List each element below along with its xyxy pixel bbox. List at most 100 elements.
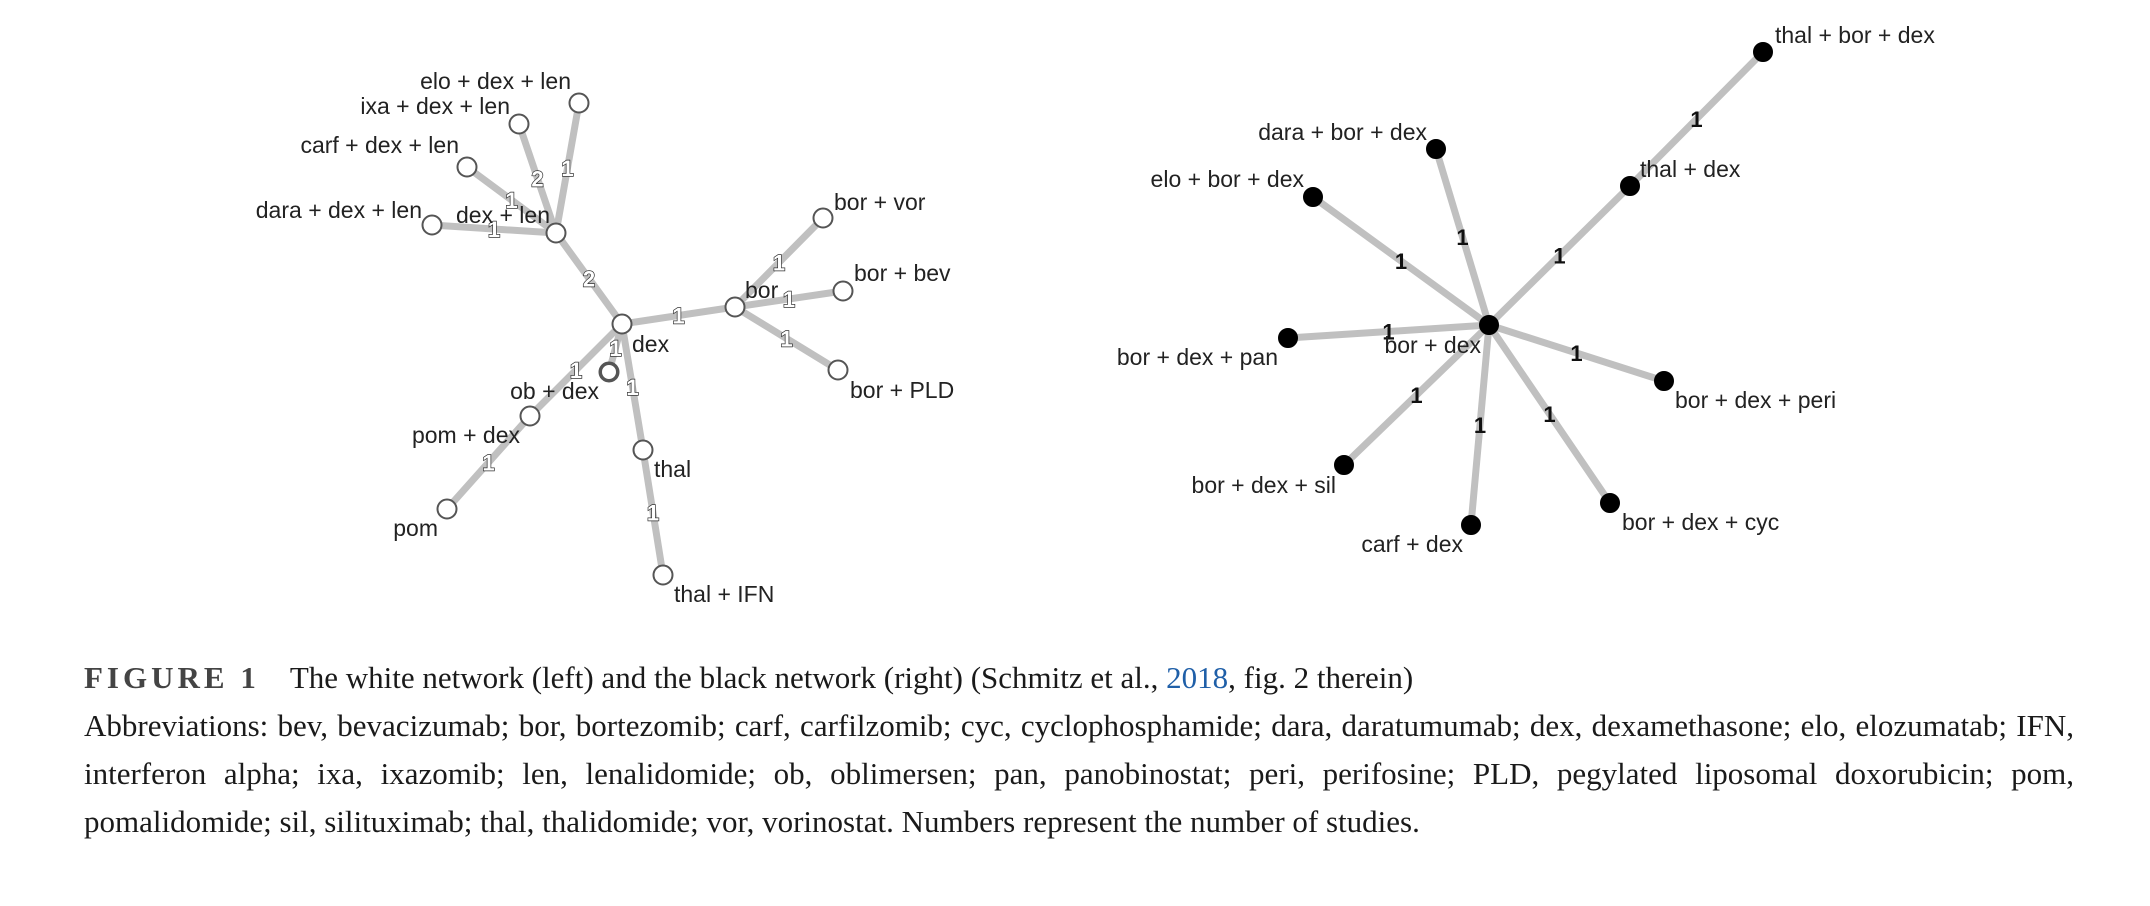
white-node-label-thal: thal <box>654 456 691 482</box>
white-node-bor-plus-pld <box>827 359 849 381</box>
white-edge-dex-to-pom-plus-dex <box>526 320 626 420</box>
black-edge-thal-plus-dex-to-thal-plus-bor-plus-dex <box>1626 48 1767 190</box>
white-edge-study-count: 1 <box>505 188 517 213</box>
white-edge-study-count: 2 <box>531 167 543 192</box>
white-edge-dex-plus-len-to-elo-plus-dex-plus-len <box>552 99 583 237</box>
white-edge-study-count: 1 <box>570 358 582 383</box>
black-node-label-bor-plus-dex-plus-pan: bor + dex + pan <box>1117 344 1278 370</box>
white-node-label-dex: dex <box>632 331 670 357</box>
white-node-thal <box>632 439 654 461</box>
black-node-bor-plus-dex-plus-sil <box>1334 455 1354 475</box>
white-node-dex-plus-len <box>545 222 567 244</box>
white-node-label-bor-plus-vor: bor + vor <box>834 189 926 215</box>
white-node-label-dara-plus-dex-plus-len: dara + dex + len <box>256 197 422 223</box>
white-node-dara-plus-dex-plus-len <box>421 214 443 236</box>
black-node-label-dara-plus-bor-plus-dex: dara + bor + dex <box>1258 119 1427 145</box>
black-node-label-thal-plus-bor-plus-dex: thal + bor + dex <box>1775 22 1935 48</box>
white-node-label-pom-plus-dex: pom + dex <box>412 422 521 448</box>
black-edge-study-count: 1 <box>1456 225 1468 250</box>
black-edge-study-count: 1 <box>1543 402 1555 427</box>
white-node-label-ob-plus-dex: ob + dex <box>510 378 599 404</box>
white-edge-study-count: 1 <box>561 156 573 181</box>
white-node-elo-plus-dex-plus-len <box>568 92 590 114</box>
white-edge-dex-plus-len-to-ixa-plus-dex-plus-len <box>515 120 560 237</box>
white-node-bor <box>724 296 746 318</box>
white-node-carf-plus-dex-plus-len <box>456 156 478 178</box>
white-edge-dex-to-thal <box>618 320 647 454</box>
black-edge-study-count: 1 <box>1395 249 1407 274</box>
white-node-pom <box>436 498 458 520</box>
white-node-label-carf-plus-dex-plus-len: carf + dex + len <box>300 132 459 158</box>
black-node-label-bor-plus-dex-plus-sil: bor + dex + sil <box>1192 472 1336 498</box>
black-node-bor-plus-dex-plus-peri <box>1654 371 1674 391</box>
white-node-pom-plus-dex <box>519 405 541 427</box>
black-node-label-bor-plus-dex-plus-cyc: bor + dex + cyc <box>1622 509 1779 535</box>
black-edge-study-count: 1 <box>1382 320 1394 345</box>
white-edge-study-count: 1 <box>783 287 795 312</box>
white-edge-study-count: 1 <box>609 336 621 361</box>
white-edge-study-count: 1 <box>780 327 792 352</box>
white-edge-pom-plus-dex-to-pom <box>443 412 534 513</box>
white-edge-bor-to-bor-plus-bev <box>731 287 847 311</box>
caption-abbreviations: Abbreviations: bev, bevacizumab; bor, bo… <box>84 708 2074 839</box>
black-node-label-bor-plus-dex: bor + dex <box>1384 332 1481 358</box>
white-node-label-thal-plus-ifn: thal + IFN <box>674 581 774 607</box>
white-edge-dex-to-bor <box>618 303 739 328</box>
reference-year-link[interactable]: 2018 <box>1166 660 1229 695</box>
white-node-ixa-plus-dex-plus-len <box>508 113 530 135</box>
black-edge-study-count: 1 <box>1570 341 1582 366</box>
black-edge-bor-plus-dex-to-bor-plus-dex-plus-sil <box>1340 321 1493 469</box>
black-node-thal-plus-bor-plus-dex <box>1753 42 1773 62</box>
white-edge-dex-plus-len-to-dara-plus-dex-plus-len <box>428 221 560 237</box>
figure-label: FIGURE 1 <box>84 660 260 695</box>
black-node-label-carf-plus-dex: carf + dex <box>1361 531 1463 557</box>
white-edge-dex-plus-len-to-carf-plus-dex-plus-len <box>463 163 560 237</box>
black-node-elo-plus-bor-plus-dex <box>1303 187 1323 207</box>
black-node-dara-plus-bor-plus-dex <box>1426 139 1446 159</box>
black-edge-study-count: 1 <box>1553 244 1565 269</box>
black-edge-study-count: 1 <box>1410 383 1422 408</box>
white-edge-study-count: 1 <box>482 451 494 476</box>
black-node-label-thal-plus-dex: thal + dex <box>1640 156 1741 182</box>
white-node-bor-plus-bev <box>832 280 854 302</box>
black-node-bor-plus-dex-plus-cyc <box>1600 493 1620 513</box>
white-node-thal-plus-ifn <box>652 564 674 586</box>
white-node-label-bor-plus-bev: bor + bev <box>854 260 951 286</box>
white-node-bor-plus-vor <box>812 207 834 229</box>
black-node-bor-plus-dex-plus-pan <box>1278 328 1298 348</box>
black-edge-study-count: 1 <box>1690 107 1702 132</box>
black-edge-study-count: 1 <box>1474 413 1486 438</box>
white-node-label-ixa-plus-dex-plus-len: ixa + dex + len <box>360 93 510 119</box>
black-edge-bor-plus-dex-to-carf-plus-dex <box>1467 321 1493 529</box>
black-node-bor-plus-dex <box>1479 315 1499 335</box>
black-edge-bor-plus-dex-to-bor-plus-dex-plus-peri <box>1485 321 1668 385</box>
white-node-dex <box>611 313 633 335</box>
black-edge-bor-plus-dex-to-dara-plus-bor-plus-dex <box>1432 145 1493 329</box>
white-node-label-elo-plus-dex-plus-len: elo + dex + len <box>420 68 571 94</box>
black-edge-bor-plus-dex-to-bor-plus-dex-plus-cyc <box>1485 321 1614 507</box>
figure-caption: FIGURE 1 The white network (left) and the… <box>84 656 2074 846</box>
white-node-label-pom: pom <box>393 515 438 541</box>
black-edge-bor-plus-dex-to-elo-plus-bor-plus-dex <box>1309 193 1493 329</box>
white-edge-dex-to-dex-plus-len <box>552 229 626 328</box>
caption-title-line: FIGURE 1 The white network (left) and the… <box>84 656 2074 700</box>
white-edge-study-count: 1 <box>773 251 785 276</box>
white-edge-bor-to-bor-plus-pld <box>731 303 842 374</box>
white-edge-study-count: 1 <box>672 304 684 329</box>
white-edge-study-count: 1 <box>626 375 638 400</box>
black-edge-bor-plus-dex-to-bor-plus-dex-plus-pan <box>1284 321 1493 342</box>
white-edge-thal-to-thal-plus-ifn <box>639 446 667 579</box>
white-node-label-bor-plus-pld: bor + PLD <box>850 377 954 403</box>
caption-title-text: The white network (left) and the black n… <box>289 660 1167 695</box>
black-node-carf-plus-dex <box>1461 515 1481 535</box>
white-edge-study-count: 1 <box>647 501 659 526</box>
white-node-marker <box>600 363 618 381</box>
white-edge-study-count: 1 <box>488 217 500 242</box>
white-node-label-dex-plus-len: dex + len <box>456 202 550 228</box>
black-node-label-elo-plus-bor-plus-dex: elo + bor + dex <box>1151 166 1305 192</box>
black-node-thal-plus-dex <box>1620 176 1640 196</box>
white-edge-bor-to-bor-plus-vor <box>731 214 827 311</box>
white-edge-study-count: 2 <box>583 267 595 292</box>
